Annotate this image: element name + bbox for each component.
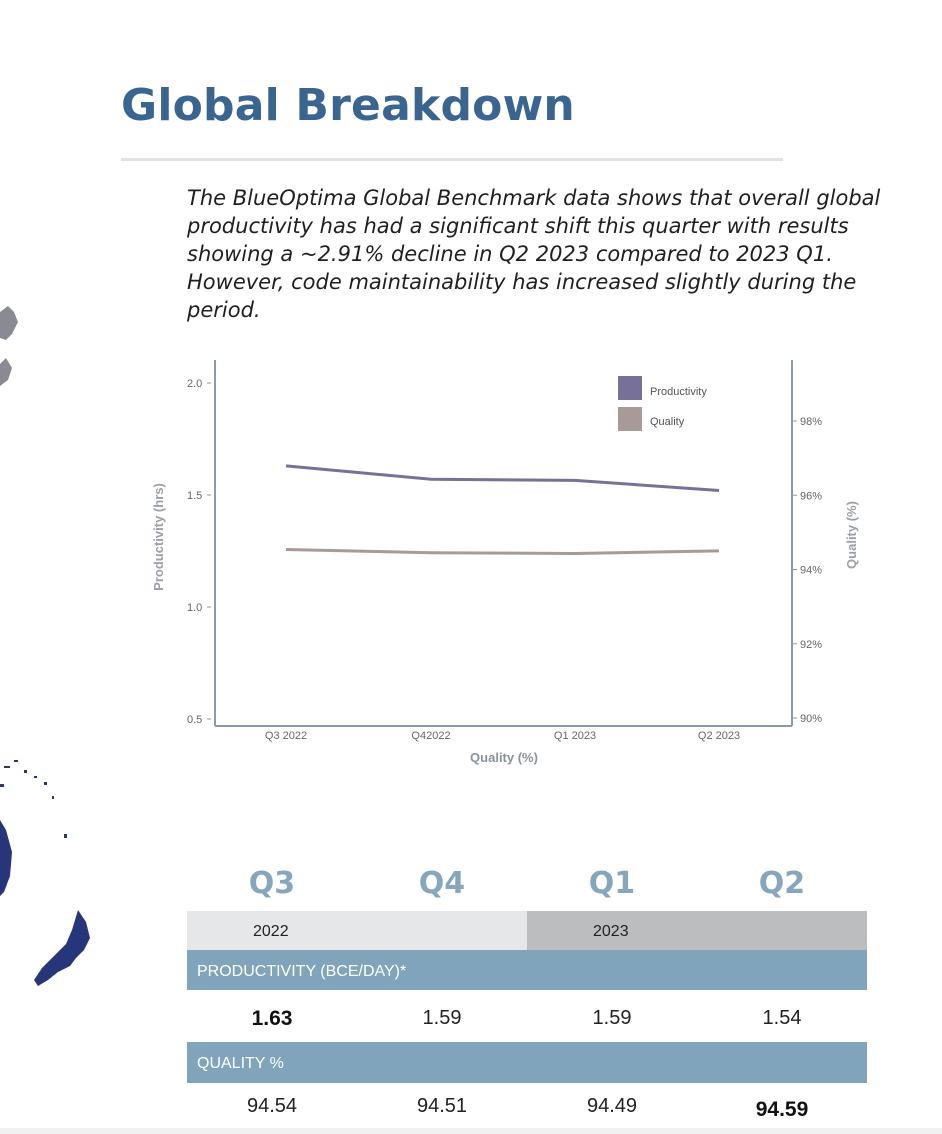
quarter-q3: Q3 xyxy=(248,866,296,901)
x-axis-ticks: Q3 2022 Q42022 Q1 2023 Q2 2023 xyxy=(265,730,740,742)
map-island xyxy=(14,760,18,762)
legend-swatch-quality xyxy=(618,407,642,431)
right-tick-label: 96% xyxy=(800,490,822,502)
chart-legend: Productivity Quality xyxy=(618,376,707,431)
productivity-value-q1: 1.59 xyxy=(592,1007,632,1029)
x-tick-label: Q2 2023 xyxy=(698,730,740,742)
series-lines xyxy=(285,464,720,556)
right-axis-label: Quality (%) xyxy=(844,501,859,569)
productivity-value-q3: 1.63 xyxy=(251,1007,293,1030)
legend-swatch-productivity xyxy=(618,376,642,400)
year-cell-2022-bg xyxy=(187,911,527,950)
year-cell-2023-bg xyxy=(527,911,867,950)
page-bottom-edge xyxy=(0,1128,942,1134)
productivity-series-line xyxy=(285,464,720,492)
left-tick-label: 1.0 xyxy=(187,602,202,614)
x-tick-label: Q42022 xyxy=(411,730,450,742)
quarter-q2: Q2 xyxy=(758,866,806,901)
quarter-q1: Q1 xyxy=(588,866,636,901)
left-tick-label: 2.0 xyxy=(187,378,202,390)
page-title: Global Breakdown xyxy=(121,80,575,131)
right-axis-ticks: 98% 96% 94% 92% 90% xyxy=(793,416,822,725)
map-islands xyxy=(0,760,67,838)
left-axis-ticks: 2.0 1.5 1.0 0.5 xyxy=(187,378,211,726)
left-axis-label: Productivity (hrs) xyxy=(151,483,166,591)
year-2023: 2023 xyxy=(593,923,629,940)
map-landmass-blue xyxy=(0,820,12,896)
right-tick-label: 92% xyxy=(800,639,822,651)
map-island xyxy=(44,782,47,785)
map-landmass-grey xyxy=(0,306,18,386)
title-divider xyxy=(121,158,783,161)
map-island xyxy=(4,766,10,768)
x-tick-label: Q1 2023 xyxy=(554,730,596,742)
map-island xyxy=(52,796,54,799)
map-island xyxy=(0,784,4,787)
productivity-quality-chart: 2.0 1.5 1.0 0.5 98% 96% 94% 92% 90% Q3 2022 Q420… xyxy=(151,360,859,765)
legend-label-productivity: Productivity xyxy=(650,386,707,398)
intro-paragraph: The BlueOptima Global Benchmark data sho… xyxy=(187,186,881,322)
quality-series-line xyxy=(285,548,720,556)
right-tick-label: 98% xyxy=(800,416,822,428)
map-island xyxy=(24,770,27,773)
quality-value-q1: 94.49 xyxy=(586,1095,638,1117)
year-2022: 2022 xyxy=(253,923,289,940)
map-island xyxy=(34,776,37,778)
productivity-band: PRODUCTIVITY (BCE/DAY)* xyxy=(187,950,867,990)
year-row: 2022 2023 xyxy=(187,911,867,950)
right-tick-label: 94% xyxy=(800,565,822,577)
x-tick-label: Q3 2022 xyxy=(265,730,307,742)
legend-label-quality: Quality xyxy=(650,416,685,428)
x-axis-label: Quality (%) xyxy=(470,750,538,765)
left-tick-label: 0.5 xyxy=(187,714,202,726)
map-island xyxy=(64,834,67,838)
quarter-headings: Q3 Q4 Q1 Q2 xyxy=(187,866,867,912)
right-tick-label: 90% xyxy=(800,713,822,725)
productivity-value-q2: 1.54 xyxy=(762,1007,802,1029)
quality-value-q2: 94.59 xyxy=(755,1098,809,1121)
quality-band: QUALITY % xyxy=(187,1042,867,1083)
map-decoration xyxy=(0,306,90,986)
map-new-zealand xyxy=(34,910,90,986)
quality-value-q4: 94.51 xyxy=(416,1095,468,1117)
productivity-value-q4: 1.59 xyxy=(422,1007,462,1029)
quarter-q4: Q4 xyxy=(418,866,466,901)
quality-value-q3: 94.54 xyxy=(246,1095,298,1117)
left-tick-label: 1.5 xyxy=(187,490,202,502)
